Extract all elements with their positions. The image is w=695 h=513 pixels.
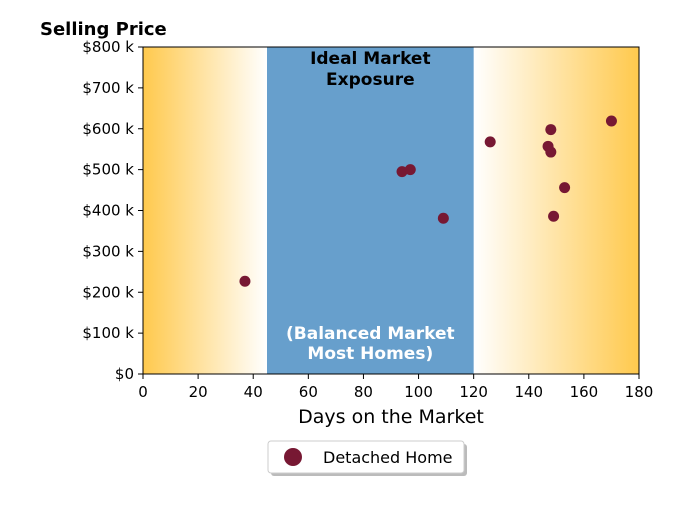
x-tick-label: 140 — [514, 383, 543, 401]
y-tick-label: $700 k — [82, 79, 134, 97]
x-tick-label: 120 — [459, 383, 488, 401]
x-tick-label: 20 — [189, 383, 208, 401]
data-point-0-10 — [605, 115, 617, 127]
y-axis: $0 $100 k $200 k $300 k $400 k $500 k $600 k $7… — [82, 38, 143, 383]
y-tick-label: $200 k — [82, 283, 134, 301]
legend-marker — [284, 448, 302, 466]
y-tick-label: $400 k — [82, 202, 134, 220]
right-gradient-zone — [473, 47, 639, 374]
x-axis: 0 20 40 60 80 100 120 140 160 180 — [138, 374, 653, 401]
chart-title: Selling Price — [40, 19, 167, 40]
x-tick-label: 80 — [354, 383, 373, 401]
data-point-0-6 — [545, 124, 557, 136]
data-point-0-8 — [548, 210, 560, 222]
x-tick-label: 60 — [299, 383, 318, 401]
y-tick-label: $0 — [115, 365, 134, 383]
x-tick-label: 160 — [570, 383, 599, 401]
legend: Detached Home — [267, 440, 467, 476]
band-subtitle-line-1: (Balanced Market — [286, 324, 455, 344]
ideal-exposure-band — [267, 47, 474, 374]
band-title-line-2: Exposure — [326, 70, 415, 90]
y-tick-label: $100 k — [82, 324, 134, 342]
data-point-0-4 — [484, 136, 496, 148]
y-tick-label: $300 k — [82, 242, 134, 260]
x-tick-label: 100 — [404, 383, 433, 401]
data-point-0-1 — [396, 166, 408, 178]
x-tick-label: 40 — [244, 383, 263, 401]
y-tick-label: $800 k — [82, 38, 134, 56]
x-axis-label: Days on the Market — [298, 406, 484, 428]
band-subtitle-line-2: Most Homes) — [307, 344, 433, 364]
data-point-0-2 — [404, 164, 416, 176]
data-point-0-9 — [559, 182, 571, 194]
legend-box — [267, 440, 465, 474]
x-tick-label: 180 — [625, 383, 654, 401]
plot-background — [143, 47, 639, 374]
band-title-line-1: Ideal Market — [310, 49, 431, 69]
legend-label: Detached Home — [323, 448, 453, 467]
data-point-0-3 — [437, 212, 449, 224]
data-points — [239, 115, 617, 287]
y-tick-label: $500 k — [82, 161, 134, 179]
y-tick-label: $600 k — [82, 120, 134, 138]
data-point-0-0 — [239, 275, 251, 287]
x-tick-label: 0 — [138, 383, 148, 401]
left-gradient-zone — [143, 47, 267, 374]
data-point-0-7 — [545, 146, 557, 158]
